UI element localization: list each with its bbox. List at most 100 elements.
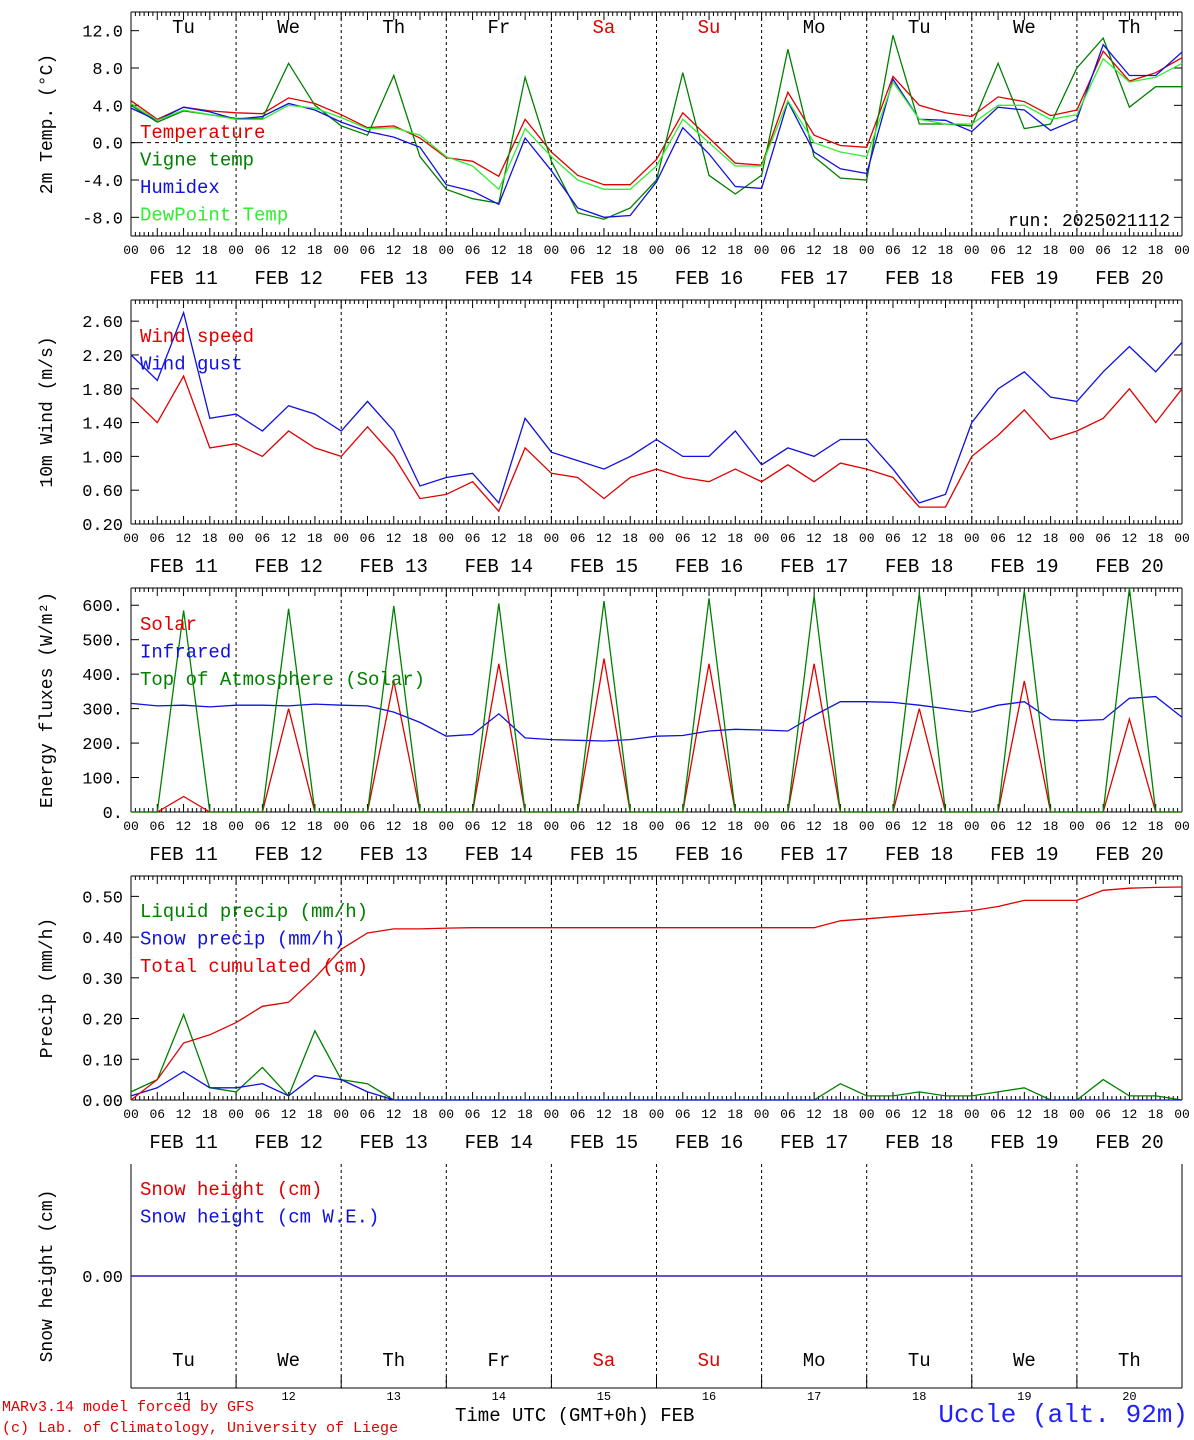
series-line-temperature — [130, 50, 1183, 186]
hour-tick-label: 12 — [596, 819, 612, 834]
hour-tick-label: 00 — [123, 1107, 139, 1122]
hour-tick-label: 18 — [517, 531, 533, 546]
hour-tick-label: 06 — [570, 531, 586, 546]
hour-tick-label: 12 — [596, 243, 612, 258]
hour-tick-label: 06 — [255, 819, 271, 834]
hour-tick-label: 12 — [386, 1107, 402, 1122]
hour-tick-label: 06 — [570, 243, 586, 258]
date-label: FEB 16 — [675, 1132, 743, 1154]
hour-tick-label: 06 — [885, 243, 901, 258]
hour-tick-label: 00 — [228, 1107, 244, 1122]
weekday-label: We — [277, 17, 300, 39]
y-tick-label: 12.0 — [82, 24, 123, 43]
time-axis-label: Time UTC (GMT+0h) FEB — [455, 1405, 695, 1427]
hour-tick-label: 18 — [202, 531, 218, 546]
hour-tick-label: 12 — [701, 243, 717, 258]
date-label: FEB 15 — [570, 1132, 638, 1154]
date-label: FEB 15 — [570, 556, 638, 578]
day-number-label: 15 — [597, 1390, 611, 1404]
hour-tick-label: 00 — [859, 531, 875, 546]
weekday-label: We — [1013, 1350, 1036, 1372]
hour-tick-label: 06 — [465, 531, 481, 546]
day-number-label: 17 — [807, 1390, 821, 1404]
date-label: FEB 11 — [149, 844, 217, 866]
date-label: FEB 20 — [1095, 556, 1163, 578]
hour-tick-label: 12 — [386, 531, 402, 546]
weekday-label: Th — [1118, 17, 1141, 39]
hour-tick-label: 12 — [176, 819, 192, 834]
hour-tick-label: 12 — [911, 1107, 927, 1122]
hour-tick-label: 00 — [123, 531, 139, 546]
date-label: FEB 20 — [1095, 844, 1163, 866]
y-tick-label: 1.80 — [82, 382, 123, 401]
weekday-label: We — [277, 1350, 300, 1372]
hour-tick-label: 00 — [964, 531, 980, 546]
legend-entry: Vigne temp — [140, 150, 254, 172]
hour-tick-label: 00 — [1174, 1107, 1190, 1122]
weekday-label: Th — [382, 17, 405, 39]
hour-tick-label: 12 — [491, 819, 507, 834]
hour-tick-label: 18 — [622, 531, 638, 546]
hour-tick-label: 18 — [307, 1107, 323, 1122]
date-label: FEB 19 — [990, 1132, 1058, 1154]
date-label: FEB 12 — [254, 1132, 322, 1154]
hour-tick-label: 12 — [386, 819, 402, 834]
hour-tick-label: 00 — [649, 531, 665, 546]
date-label: FEB 14 — [465, 268, 533, 290]
hour-tick-label: 00 — [123, 243, 139, 258]
weekday-label: Sa — [593, 1350, 616, 1372]
hour-tick-label: 06 — [149, 243, 165, 258]
hour-tick-label: 06 — [465, 243, 481, 258]
hour-tick-label: 06 — [675, 243, 691, 258]
hour-tick-label: 18 — [833, 243, 849, 258]
date-label: FEB 18 — [885, 844, 953, 866]
date-label: FEB 12 — [254, 556, 322, 578]
y-tick-label: 300. — [82, 702, 123, 721]
legend-entry: Liquid precip (mm/h) — [140, 901, 368, 923]
legend-entry: Top of Atmosphere (Solar) — [140, 669, 425, 691]
hour-tick-label: 18 — [517, 1107, 533, 1122]
weekday-label: We — [1013, 17, 1036, 39]
hour-tick-label: 00 — [333, 1107, 349, 1122]
date-label: FEB 16 — [675, 556, 743, 578]
hour-tick-label: 12 — [176, 243, 192, 258]
hour-tick-label: 06 — [360, 243, 376, 258]
hour-tick-label: 00 — [438, 531, 454, 546]
hour-tick-label: 12 — [491, 1107, 507, 1122]
y-tick-label: 0.30 — [82, 971, 123, 990]
hour-tick-label: 18 — [307, 819, 323, 834]
y-tick-label: 0.20 — [82, 517, 123, 536]
station-label: Uccle (alt. 92m) — [938, 1400, 1188, 1430]
hour-tick-label: 12 — [281, 531, 297, 546]
y-tick-label: 0.20 — [82, 1012, 123, 1031]
date-label: FEB 17 — [780, 268, 848, 290]
weekday-label: Tu — [908, 17, 931, 39]
date-label: FEB 12 — [254, 844, 322, 866]
hour-tick-label: 06 — [990, 1107, 1006, 1122]
y-tick-label: 600. — [82, 598, 123, 617]
hour-tick-label: 18 — [412, 1107, 428, 1122]
hour-tick-label: 12 — [911, 819, 927, 834]
hour-tick-label: 18 — [202, 1107, 218, 1122]
series-line-wind-speed — [130, 374, 1183, 513]
hour-tick-label: 00 — [1069, 819, 1085, 834]
day-number-label: 13 — [387, 1390, 401, 1404]
hour-tick-label: 00 — [754, 819, 770, 834]
hour-tick-label: 06 — [990, 243, 1006, 258]
hour-tick-label: 18 — [622, 243, 638, 258]
hour-tick-label: 06 — [149, 531, 165, 546]
hour-tick-label: 00 — [228, 819, 244, 834]
y-tick-label: 0.10 — [82, 1052, 123, 1071]
hour-tick-label: 12 — [1122, 243, 1138, 258]
hour-tick-label: 06 — [885, 531, 901, 546]
hour-tick-label: 12 — [1017, 1107, 1033, 1122]
hour-tick-label: 00 — [1069, 243, 1085, 258]
hour-tick-label: 18 — [728, 819, 744, 834]
hour-tick-label: 00 — [964, 243, 980, 258]
date-label: FEB 14 — [465, 556, 533, 578]
hour-tick-label: 12 — [1017, 819, 1033, 834]
y-axis-label: Snow height (cm) — [38, 1190, 58, 1363]
hour-tick-label: 00 — [544, 1107, 560, 1122]
day-number-label: 11 — [176, 1390, 190, 1404]
date-label: FEB 13 — [360, 556, 428, 578]
